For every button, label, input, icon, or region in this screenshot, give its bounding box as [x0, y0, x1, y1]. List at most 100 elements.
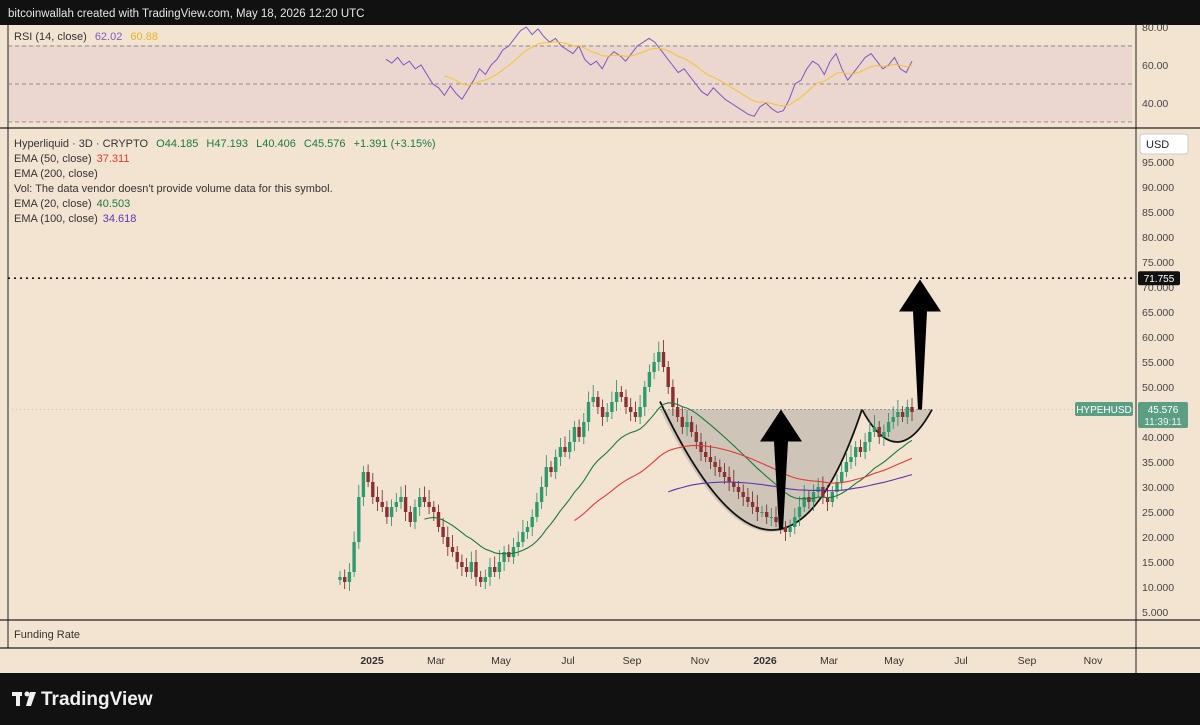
time-tick: 2026 — [753, 655, 777, 667]
price-tick: 95.000 — [1142, 157, 1174, 169]
ema-100-line — [668, 474, 913, 493]
candle-body — [399, 497, 403, 502]
candle-body — [835, 482, 839, 492]
rsi-tick: 60.00 — [1142, 60, 1168, 72]
candle-body — [497, 562, 502, 572]
candle-body — [685, 422, 689, 427]
candle-body — [441, 527, 445, 537]
candle-body — [661, 352, 666, 367]
candle-body — [863, 442, 867, 452]
candle-body — [605, 412, 609, 417]
candle-body — [343, 577, 347, 582]
candle-body — [483, 577, 487, 582]
candle-body — [783, 527, 788, 532]
candle-body — [718, 467, 722, 472]
candle-body — [624, 397, 628, 407]
candle-body — [582, 422, 586, 437]
price-tick: 10.000 — [1142, 582, 1174, 594]
candle-body — [549, 467, 553, 472]
ohlc-open: O44.185 — [156, 138, 198, 150]
time-tick: Sep — [623, 655, 642, 667]
candle-body — [722, 472, 727, 477]
tradingview-logo-icon — [12, 691, 36, 706]
candle-body — [760, 512, 764, 513]
candle-body — [568, 442, 572, 452]
time-tick: 2025 — [360, 655, 384, 667]
rsi-value: 62.02 — [95, 31, 123, 43]
candle-body — [680, 417, 684, 427]
price-tick: 55.000 — [1142, 357, 1174, 369]
price-tick: 15.000 — [1142, 557, 1174, 569]
candle-body — [558, 447, 563, 457]
rsi-label: RSI (14, close) — [14, 31, 87, 43]
price-tick: 80.000 — [1142, 232, 1174, 244]
price-tag-value: 45.576 — [1148, 405, 1179, 416]
candle-body — [600, 407, 605, 417]
symbol-tag-label: HYPEHUSD — [1076, 405, 1132, 416]
candle-body — [629, 407, 633, 412]
candle-body — [704, 452, 708, 457]
candle-body — [797, 507, 802, 517]
candle-body — [675, 407, 680, 417]
candle-body — [821, 487, 825, 497]
candle-body — [591, 397, 595, 402]
candle-body — [577, 427, 581, 437]
funding-rate-label: Funding Rate — [14, 629, 80, 641]
candle-body — [886, 422, 891, 432]
price-tick: 35.000 — [1142, 457, 1174, 469]
indicator-legend: EMA (50, close) 37.311 EMA (200, close) V… — [14, 153, 333, 225]
candle-body — [493, 567, 497, 572]
price-tick: 40.000 — [1142, 432, 1174, 444]
candle-body — [450, 547, 455, 552]
rsi-tick: 40.00 — [1142, 98, 1168, 110]
legend-ema20: EMA (20, close) 40.503 — [14, 198, 130, 210]
candle-body — [446, 537, 450, 547]
candle-body — [427, 502, 431, 507]
candle-body — [736, 487, 741, 492]
price-tick: 50.000 — [1142, 382, 1174, 394]
candle-body — [811, 492, 816, 502]
cup-fill — [660, 409, 862, 532]
candle-body — [375, 497, 380, 502]
candle-body — [643, 387, 647, 407]
price-tag-bg — [1138, 402, 1188, 428]
target-price-tag: 71.755 — [1138, 271, 1180, 286]
arrows — [760, 279, 941, 530]
price-tag-countdown: 11:39:11 — [1144, 417, 1182, 428]
candle-body — [436, 512, 441, 527]
candle-body — [563, 447, 567, 452]
currency-label: USD — [1146, 139, 1169, 151]
price-tick: 20.000 — [1142, 532, 1174, 544]
rsi-lines — [385, 26, 913, 117]
candle-body — [464, 567, 469, 572]
footer-bar — [0, 673, 1200, 725]
footer-brand: TradingView — [41, 689, 153, 710]
price-tick: 75.000 — [1142, 257, 1174, 269]
price-tick: 30.000 — [1142, 482, 1174, 494]
rsi-line — [385, 26, 913, 117]
candle-body — [727, 477, 731, 482]
candle-body — [854, 447, 858, 457]
candle-body — [403, 497, 408, 512]
candle-body — [765, 512, 769, 517]
candle-body — [385, 507, 389, 517]
rsi-band — [8, 45, 1132, 122]
ema-50-line — [574, 444, 913, 522]
currency-box[interactable] — [1139, 133, 1189, 155]
candle-body — [432, 507, 436, 512]
chart-credit: bitcoinwallah created with TradingView.c… — [8, 8, 364, 20]
time-tick: Mar — [427, 655, 446, 667]
candle-body — [872, 427, 877, 432]
candle-body — [535, 502, 539, 517]
ohlc-close: C45.576 — [304, 138, 346, 150]
time-tick: Sep — [1018, 655, 1037, 667]
candle-body — [474, 562, 478, 577]
candle-body — [774, 517, 778, 522]
legend-ema50: EMA (50, close) 37.311 — [14, 153, 129, 165]
ohlc-change: +1.391 (+3.15%) — [354, 138, 436, 150]
candle-body — [891, 417, 895, 422]
candle-body — [366, 472, 370, 482]
candle-body — [357, 497, 361, 542]
candle-body — [572, 427, 577, 442]
candle-body — [689, 422, 694, 432]
